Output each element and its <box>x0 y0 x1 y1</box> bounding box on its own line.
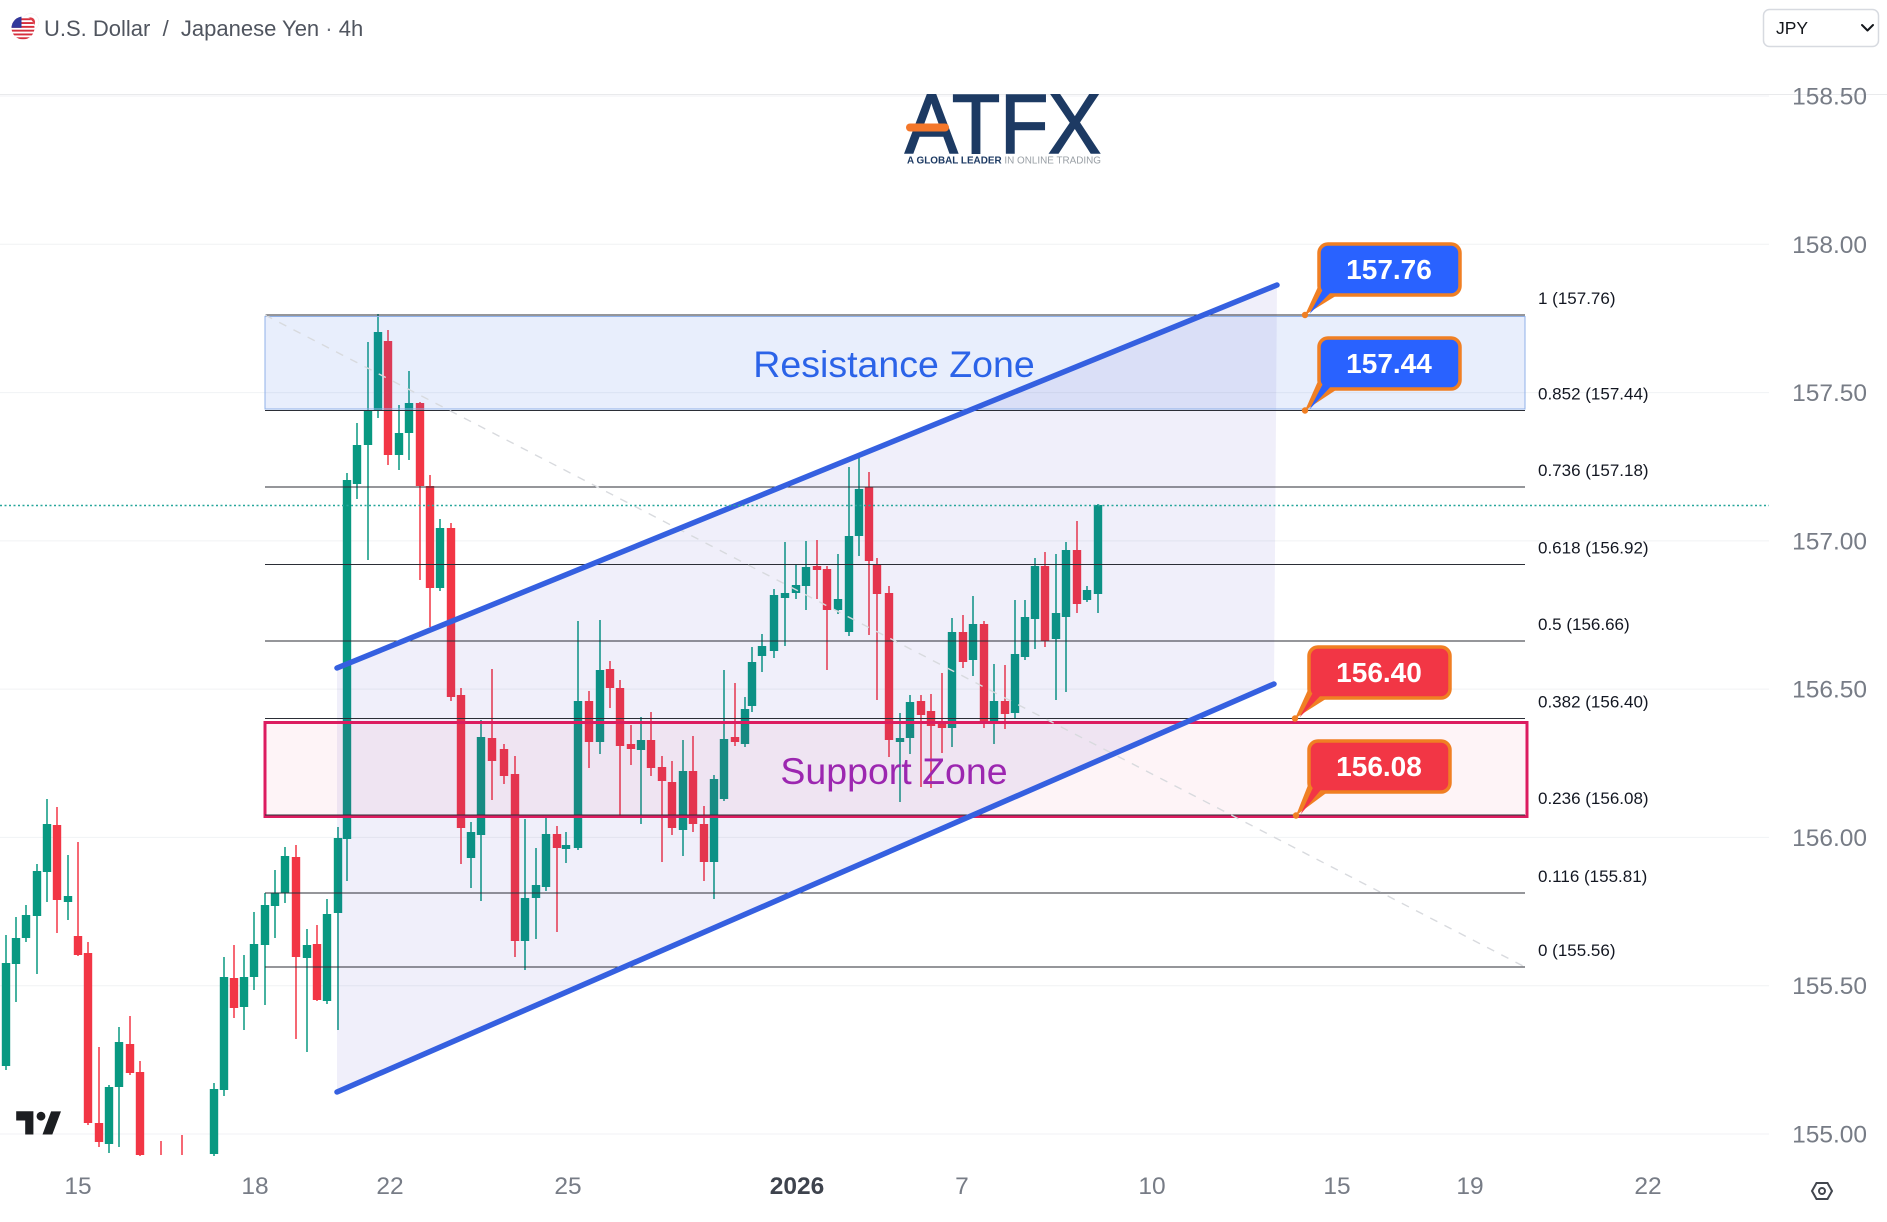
svg-text:U.S. Dollar / Japanese Yen ·: U.S. Dollar / Japanese Yen · 4h <box>44 16 363 41</box>
svg-text:157.50: 157.50 <box>1792 380 1867 407</box>
svg-text:0.5 (156.66): 0.5 (156.66) <box>1538 615 1630 634</box>
svg-text:156.50: 156.50 <box>1792 677 1867 704</box>
svg-text:0.236 (156.08): 0.236 (156.08) <box>1538 789 1649 808</box>
svg-text:7: 7 <box>955 1173 969 1200</box>
svg-text:156.00: 156.00 <box>1792 825 1867 852</box>
svg-text:22: 22 <box>376 1173 403 1200</box>
svg-text:25: 25 <box>554 1173 581 1200</box>
svg-text:155.00: 155.00 <box>1792 1122 1867 1149</box>
svg-text:0 (155.56): 0 (155.56) <box>1538 941 1616 960</box>
svg-text:22: 22 <box>1634 1173 1661 1200</box>
svg-text:0.736 (157.18): 0.736 (157.18) <box>1538 461 1649 480</box>
svg-text:158.50: 158.50 <box>1792 84 1867 111</box>
svg-text:0.382 (156.40): 0.382 (156.40) <box>1538 693 1649 712</box>
svg-text:0.852 (157.44): 0.852 (157.44) <box>1538 385 1649 404</box>
svg-text:10: 10 <box>1138 1173 1165 1200</box>
svg-text:0.618 (156.92): 0.618 (156.92) <box>1538 539 1649 558</box>
svg-text:Support Zone: Support Zone <box>780 750 1007 792</box>
svg-text:18: 18 <box>241 1173 268 1200</box>
svg-text:15: 15 <box>1323 1173 1350 1200</box>
svg-text:156.40: 156.40 <box>1336 657 1422 688</box>
svg-text:157.00: 157.00 <box>1792 528 1867 555</box>
svg-text:156.08: 156.08 <box>1336 751 1422 782</box>
svg-text:157.76: 157.76 <box>1346 254 1432 285</box>
svg-text:A GLOBAL LEADER IN ONLINE TRAD: A GLOBAL LEADER IN ONLINE TRADING <box>907 155 1101 167</box>
svg-text:15: 15 <box>64 1173 91 1200</box>
svg-text:157.44: 157.44 <box>1346 348 1432 379</box>
svg-text:158.00: 158.00 <box>1792 232 1867 259</box>
svg-text:2026: 2026 <box>770 1173 825 1200</box>
svg-text:Resistance Zone: Resistance Zone <box>753 343 1034 385</box>
svg-text:JPY: JPY <box>1776 18 1808 38</box>
svg-text:155.50: 155.50 <box>1792 973 1867 1000</box>
svg-text:19: 19 <box>1456 1173 1483 1200</box>
svg-text:0.116 (155.81): 0.116 (155.81) <box>1538 867 1647 886</box>
svg-text:1 (157.76): 1 (157.76) <box>1538 289 1616 308</box>
